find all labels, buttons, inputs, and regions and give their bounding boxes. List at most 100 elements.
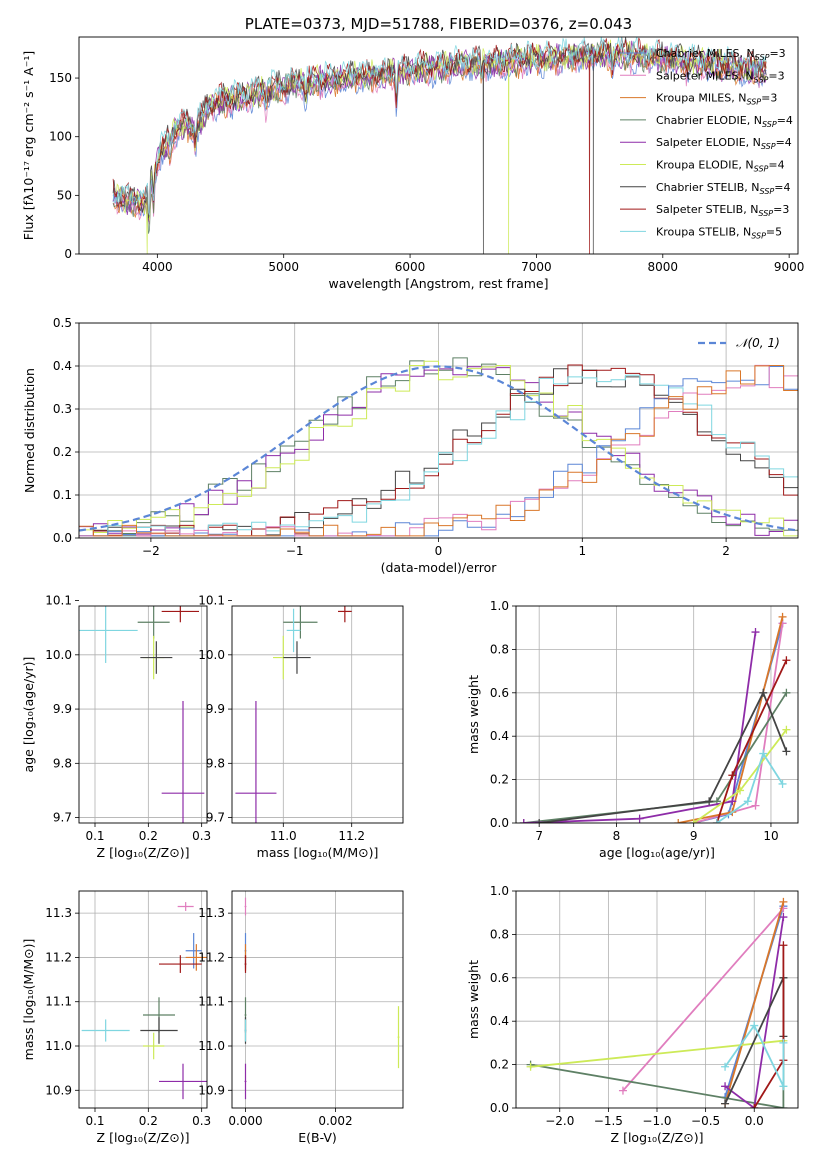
legend-entry: 𝒩(0, 1) <box>736 336 780 350</box>
mass-weight-line <box>724 1023 785 1087</box>
mass-weight-marker <box>721 1082 730 1091</box>
axes-frame <box>78 890 208 1109</box>
x-tick-label: 5000 <box>268 260 299 274</box>
y-axis-label: age [log₁₀(age/yr)] <box>21 657 36 773</box>
error-bar-point <box>348 565 369 570</box>
y-tick-label: 11.1 <box>45 995 72 1009</box>
y-tick-label: 150 <box>49 71 72 85</box>
x-axis-label: (data-model)/error <box>381 560 498 575</box>
x-tick-label: 7 <box>535 829 543 843</box>
y-axis-label: Normed distribution <box>22 368 37 493</box>
y-tick-label: 0.6 <box>490 971 509 985</box>
mass-weight-line <box>716 751 784 823</box>
legend-entry: Kroupa MILES, NSSP=3 <box>656 92 777 107</box>
error-bar-point <box>185 933 202 969</box>
y-tick-label: 0.4 <box>490 729 509 743</box>
panel-mass-vs-ebv: 0.000 0.002 10.9 11.0 11.1 11.2 11.3 E(B-V) <box>198 890 404 1145</box>
error-bar-point <box>185 944 207 971</box>
y-tick-label: 10.1 <box>198 594 225 608</box>
y-tick-label: 10.1 <box>45 594 72 608</box>
x-tick-label: 6000 <box>395 260 426 274</box>
plot-area-mass-weight-vs-age <box>516 606 798 823</box>
error-bar-point <box>283 606 318 639</box>
spectrum-line <box>112 37 767 254</box>
error-bar-point <box>143 1032 165 1060</box>
mass-weight-marker <box>721 1099 730 1108</box>
mass-weight-line <box>539 690 788 823</box>
error-bar-point <box>140 1017 178 1044</box>
axes-frame <box>78 36 799 255</box>
x-tick-label: 0.1 <box>85 829 104 843</box>
error-bar-point <box>244 1019 247 1042</box>
y-tick-label: 11.0 <box>45 1039 72 1053</box>
legend-entry: Kroupa STELIB, NSSP=5 <box>656 225 782 240</box>
plot-area-spectrum <box>112 37 767 254</box>
spectrum-line <box>112 41 767 234</box>
error-bar-point <box>338 606 352 623</box>
y-tick-label: 10.9 <box>45 1083 72 1097</box>
mass-weight-marker <box>782 725 791 734</box>
mass-weight-marker <box>728 771 737 780</box>
mass-weight-marker <box>782 656 791 665</box>
y-tick-label: 9.9 <box>53 702 72 716</box>
y-tick-label: 0.4 <box>490 1014 509 1028</box>
axes-frame <box>515 605 799 824</box>
error-bar-point <box>178 568 194 573</box>
y-tick-label: 100 <box>49 130 72 144</box>
mass-weight-marker <box>618 1086 627 1095</box>
error-bar-point <box>161 700 205 823</box>
mass-weight-marker <box>779 913 788 922</box>
histogram-step <box>79 366 798 537</box>
x-axis-label: Z [log₁₀(Z/Z⊙)] <box>97 1130 190 1145</box>
y-tick-label: 11.1 <box>198 995 225 1009</box>
error-bar-point <box>244 1063 247 1100</box>
x-tick-label: 0 <box>435 544 443 558</box>
mass-weight-marker <box>728 797 737 806</box>
y-tick-label: 10.0 <box>198 648 225 662</box>
y-axis-label: mass [log₁₀(M/M⊙)] <box>21 939 36 1061</box>
error-bar-point <box>244 897 247 916</box>
x-tick-label: 2 <box>722 544 730 558</box>
error-bar-point <box>286 608 301 653</box>
mass-weight-line <box>523 631 757 823</box>
mass-weight-marker <box>779 941 788 950</box>
axes-frame <box>231 605 404 824</box>
y-tick-label: 9.8 <box>53 756 72 770</box>
mass-weight-marker <box>689 819 698 823</box>
y-tick-label: 0.8 <box>490 927 509 941</box>
error-bar-point <box>81 1019 130 1042</box>
mass-weight-marker <box>782 747 791 756</box>
plot-area-residuals <box>79 323 798 538</box>
x-tick-label: 8 <box>613 829 621 843</box>
axes-frame <box>78 605 208 824</box>
mass-weight-marker <box>519 819 528 823</box>
mass-weight-marker <box>743 797 752 806</box>
y-tick-label: 11.0 <box>198 1039 225 1053</box>
x-axis-label: Z [log₁₀(Z/Z⊙)] <box>97 845 190 860</box>
histogram-step <box>79 365 798 537</box>
y-axis-label: mass weight <box>466 675 481 754</box>
plot-area-mass-vs-ebv <box>232 891 403 1108</box>
y-tick-label: 9.8 <box>206 756 225 770</box>
x-tick-label: 0.2 <box>139 1114 158 1128</box>
x-tick-label: 0.1 <box>85 1114 104 1128</box>
error-bar-point <box>140 641 173 674</box>
x-tick-label: 0.3 <box>192 829 211 843</box>
x-axis-label: mass [log₁₀(M/M⊙)] <box>257 845 379 860</box>
x-axis-label: Z [log₁₀(Z/Z⊙)] <box>611 1130 704 1145</box>
mass-weight-marker <box>705 797 714 806</box>
mass-weight-marker <box>721 1062 730 1071</box>
mass-weight-marker <box>779 1038 788 1047</box>
mass-weight-marker <box>778 779 787 788</box>
y-tick-label: 11.2 <box>198 950 225 964</box>
panel-mass-vs-Z: 0.1 0.2 0.3 10.9 11.0 11.1 11.2 11.3 Z [log₁₀(Z/… <box>21 890 211 1145</box>
y-tick-label: 9.7 <box>53 811 72 825</box>
y-tick-label: 0.2 <box>490 1058 509 1072</box>
spectrum-line <box>112 37 767 216</box>
x-tick-label: −2.0 <box>545 1114 574 1128</box>
mass-weight-line <box>724 901 785 1104</box>
y-tick-label: 0.0 <box>53 531 72 545</box>
x-tick-label: 0.000 <box>228 1114 262 1128</box>
y-axis-label: mass weight <box>466 960 481 1039</box>
x-tick-label: −1 <box>286 544 304 558</box>
